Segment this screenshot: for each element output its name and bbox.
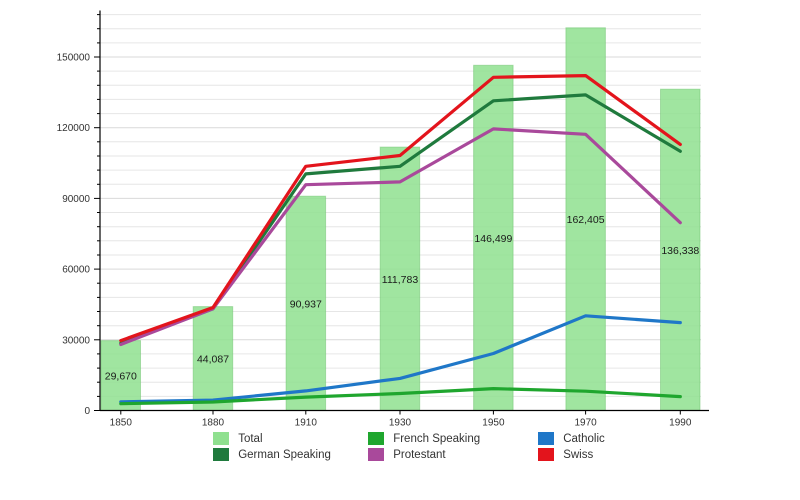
svg-text:1850: 1850 bbox=[110, 418, 133, 429]
svg-text:162,405: 162,405 bbox=[567, 214, 605, 226]
svg-text:1950: 1950 bbox=[482, 418, 505, 429]
svg-text:146,499: 146,499 bbox=[474, 233, 512, 245]
svg-text:90000: 90000 bbox=[62, 194, 90, 205]
svg-text:30000: 30000 bbox=[62, 335, 90, 346]
svg-text:120000: 120000 bbox=[57, 123, 91, 134]
svg-text:44,087: 44,087 bbox=[197, 354, 229, 366]
svg-text:150000: 150000 bbox=[57, 53, 91, 64]
svg-text:0: 0 bbox=[84, 406, 90, 417]
svg-text:1930: 1930 bbox=[389, 418, 412, 429]
svg-text:90,937: 90,937 bbox=[290, 298, 322, 310]
svg-text:111,783: 111,783 bbox=[382, 274, 419, 286]
svg-text:1970: 1970 bbox=[574, 418, 597, 429]
svg-text:1910: 1910 bbox=[295, 418, 318, 429]
svg-text:60000: 60000 bbox=[62, 265, 90, 276]
svg-text:1990: 1990 bbox=[669, 418, 692, 429]
svg-text:1880: 1880 bbox=[202, 418, 225, 429]
svg-text:29,670: 29,670 bbox=[105, 371, 137, 383]
svg-text:136,338: 136,338 bbox=[661, 245, 699, 257]
